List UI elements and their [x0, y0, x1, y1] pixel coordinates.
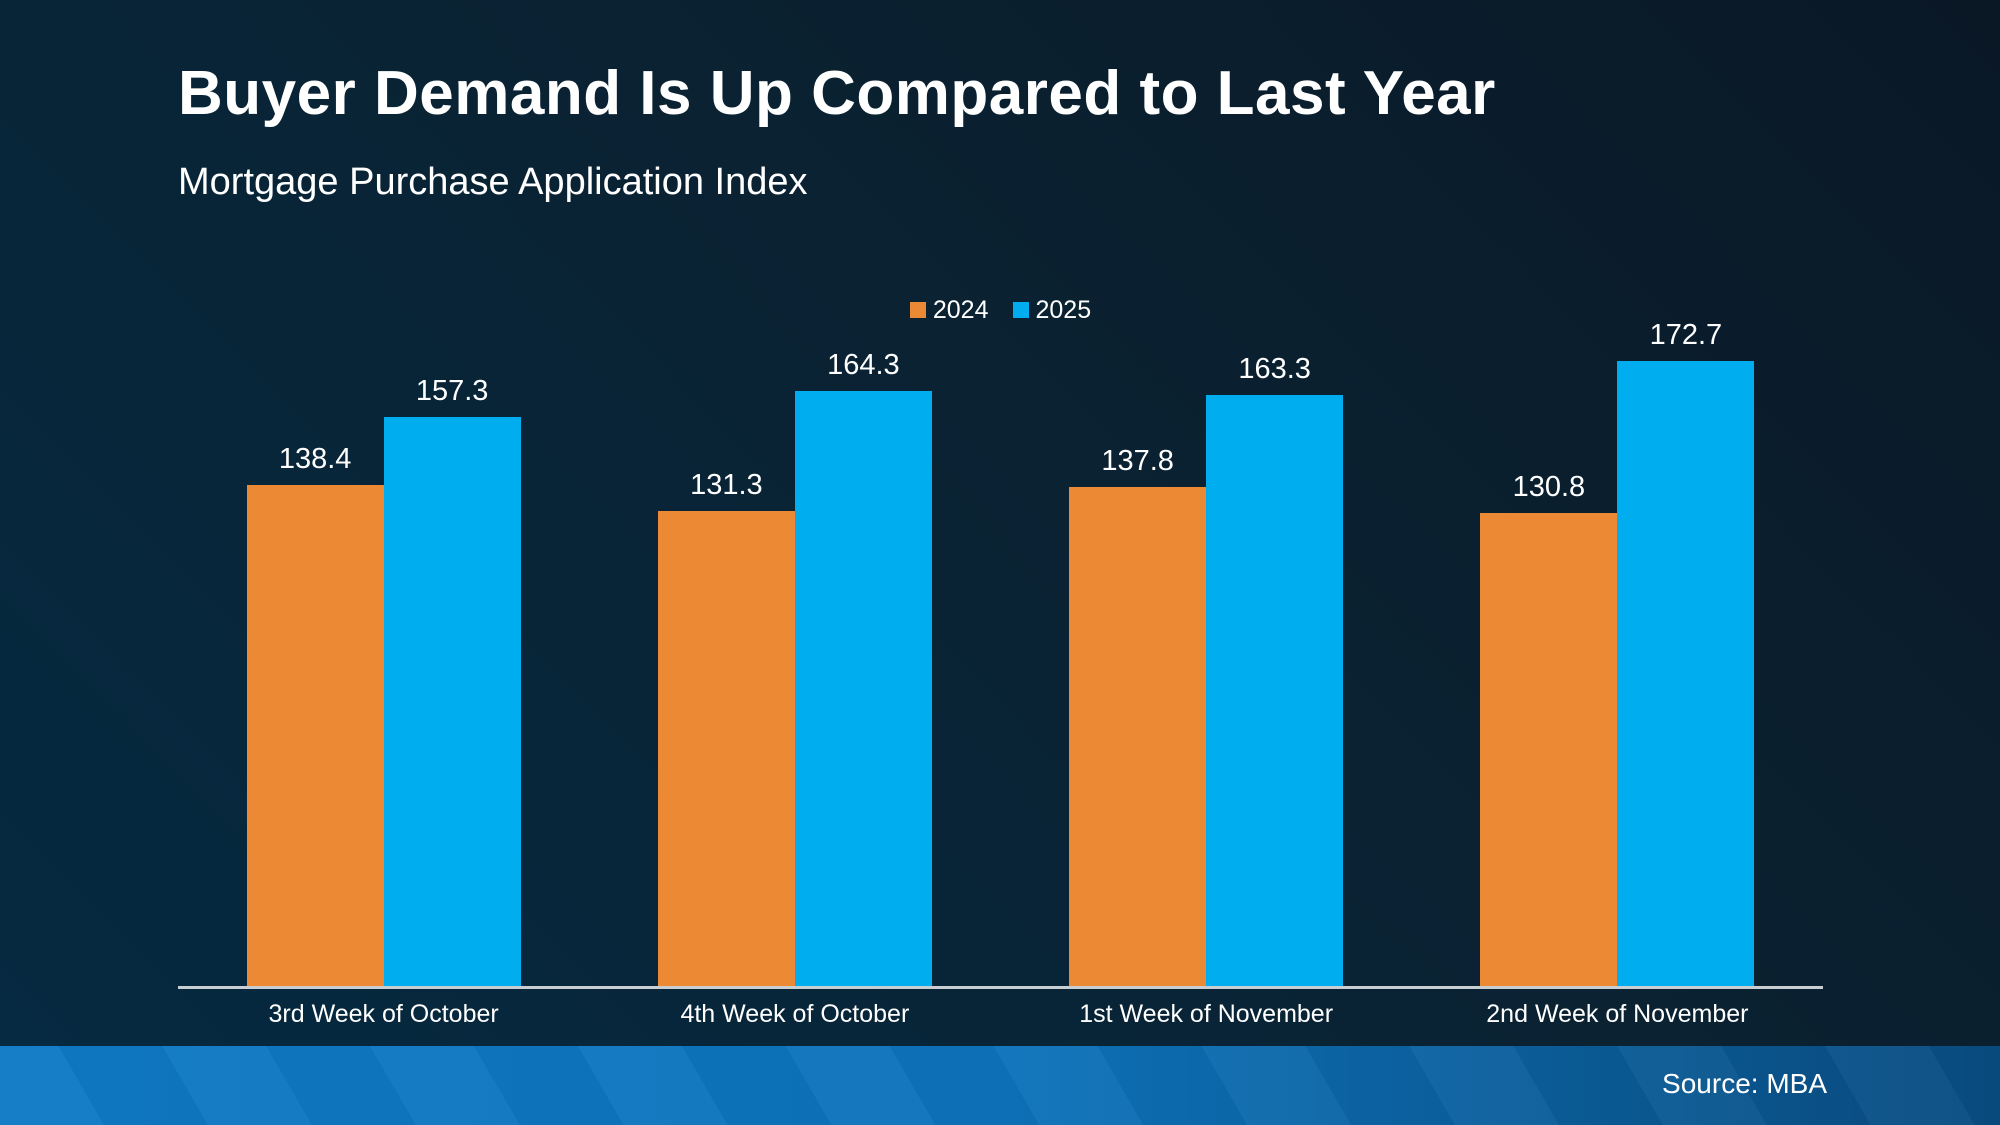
bar-wrap-2024: 130.8	[1480, 470, 1618, 987]
bar-2025	[383, 416, 521, 987]
legend-label: 2025	[1035, 295, 1092, 324]
bar-2025	[1206, 395, 1344, 987]
legend-swatch-icon	[1012, 302, 1029, 318]
bar-value-label: 138.4	[278, 443, 352, 476]
bar-2025	[794, 391, 932, 987]
x-axis-labels: 3rd Week of October 4th Week of October 1s…	[178, 999, 1823, 1029]
bar-value-label: 163.3	[1238, 353, 1311, 386]
bar-wrap-2025: 163.3	[1206, 353, 1344, 987]
bar-group-2: 131.3 164.3	[589, 351, 1000, 987]
bar-2024	[1069, 487, 1207, 987]
bar-value-label: 137.8	[1101, 445, 1174, 478]
legend-label: 2024	[932, 295, 989, 324]
legend-swatch-icon	[909, 302, 926, 318]
category-label: 4th Week of October	[680, 1000, 910, 1028]
bar-group-4: 130.8 172.7	[1412, 318, 1823, 987]
bar-2024	[657, 511, 795, 987]
bar-group-3: 137.8 163.3	[1001, 355, 1412, 987]
source-label: Source: MBA	[1662, 1068, 1827, 1099]
bar-wrap-2025: 172.7	[1617, 318, 1755, 987]
page-subtitle: Mortgage Purchase Application Index	[178, 161, 808, 203]
chart-legend: 2024 2025	[178, 294, 1823, 326]
bar-wrap-2024: 131.3	[657, 469, 795, 987]
page-title: Buyer Demand Is Up Compared to Last Year	[178, 59, 1496, 128]
bar-2024	[1480, 512, 1618, 987]
x-axis-line	[178, 986, 1823, 989]
bar-chart-plot: 138.4 157.3 131.3 164.3 137.8 163.3 130.8 172.7	[178, 0, 1823, 987]
bar-value-label: 164.3	[827, 349, 900, 382]
bar-wrap-2025: 164.3	[794, 349, 932, 987]
bar-2024	[246, 485, 384, 987]
bar-value-label: 130.8	[1512, 470, 1586, 503]
bar-value-label: 131.3	[690, 469, 763, 502]
footer-band: Source: MBA	[0, 1046, 2000, 1125]
legend-item-2024: 2024	[909, 295, 989, 324]
bar-group-1: 138.4 157.3	[178, 374, 589, 987]
category-label: 2nd Week of November	[1486, 1000, 1749, 1028]
category-label: 3rd Week of October	[268, 1000, 499, 1028]
bar-value-label: 157.3	[415, 374, 489, 407]
bar-wrap-2025: 157.3	[383, 374, 521, 987]
legend-item-2025: 2025	[1012, 295, 1092, 324]
bar-wrap-2024: 138.4	[246, 443, 384, 987]
category-label: 1st Week of November	[1079, 1000, 1334, 1028]
bar-2025	[1617, 360, 1755, 987]
bar-wrap-2024: 137.8	[1069, 445, 1207, 987]
bar-value-label: 172.7	[1649, 318, 1723, 351]
